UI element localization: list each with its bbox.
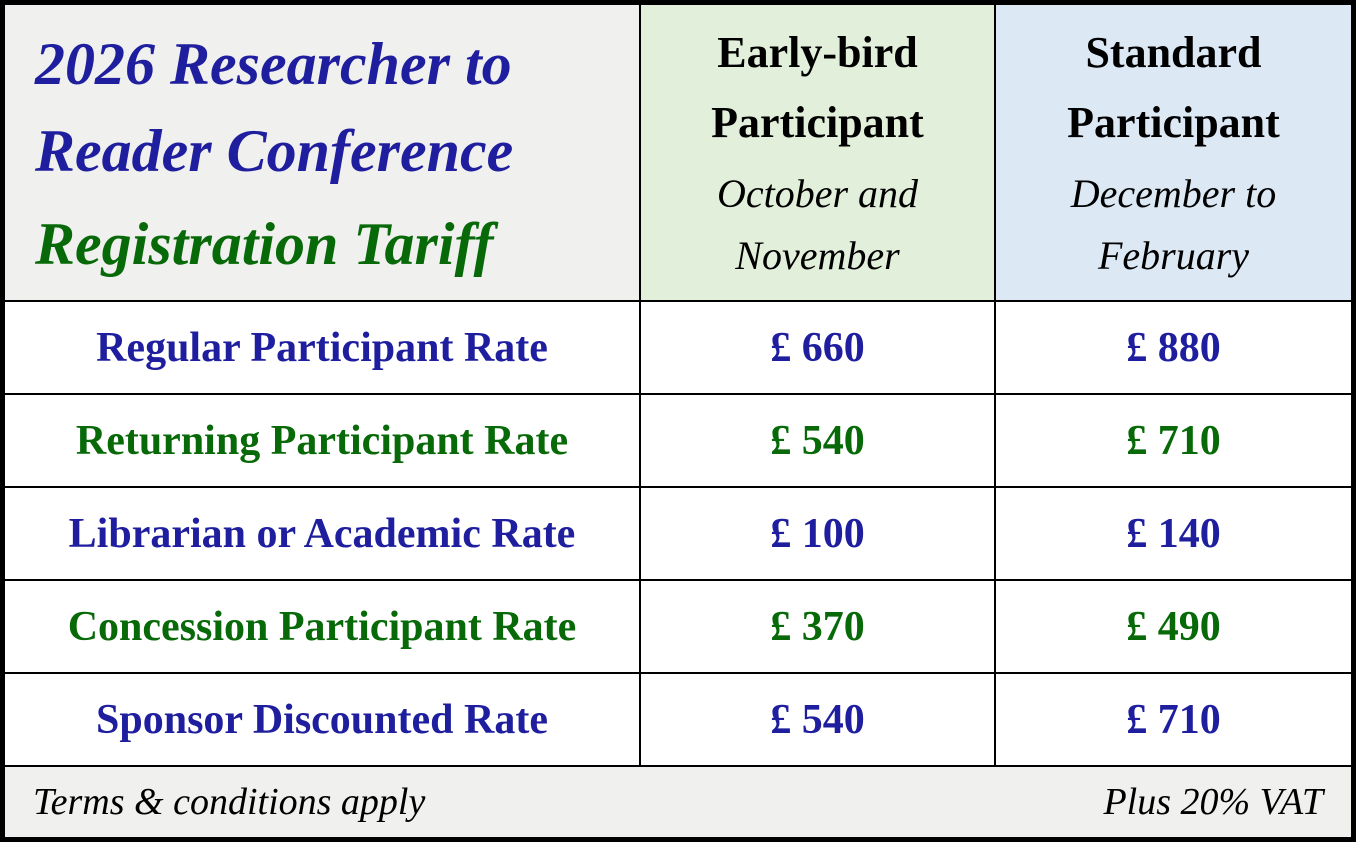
column-period-early-bird: October and November xyxy=(716,171,919,279)
vat-note: Plus 20% VAT xyxy=(1103,781,1323,823)
conference-title: 2026 Researcher to Reader Conference xyxy=(35,31,514,184)
column-period-standard: December to February xyxy=(1070,171,1277,279)
price-cell-standard: £ 880 xyxy=(994,300,1351,393)
price-cell-early-bird: £ 370 xyxy=(639,579,994,672)
row-label: Returning Participant Rate xyxy=(5,393,639,486)
row-label: Concession Participant Rate xyxy=(5,579,639,672)
price-cell-standard: £ 710 xyxy=(994,672,1351,765)
table-subtitle: Registration Tariff xyxy=(35,211,494,277)
table-footer: Terms & conditions apply Plus 20% VAT xyxy=(5,765,1351,837)
column-label-early-bird: Early-bird Participant xyxy=(711,27,924,148)
price-cell-early-bird: £ 660 xyxy=(639,300,994,393)
row-label: Regular Participant Rate xyxy=(5,300,639,393)
row-label: Sponsor Discounted Rate xyxy=(5,672,639,765)
column-header-early-bird: Early-bird Participant October and Novem… xyxy=(639,5,994,300)
price-cell-standard: £ 140 xyxy=(994,486,1351,579)
column-label-standard: Standard Participant xyxy=(1067,27,1280,148)
price-cell-standard: £ 490 xyxy=(994,579,1351,672)
price-cell-early-bird: £ 100 xyxy=(639,486,994,579)
column-header-standard: Standard Participant December to Februar… xyxy=(994,5,1351,300)
row-label: Librarian or Academic Rate xyxy=(5,486,639,579)
table-title-cell: 2026 Researcher to Reader Conference Reg… xyxy=(5,5,639,300)
price-cell-standard: £ 710 xyxy=(994,393,1351,486)
price-cell-early-bird: £ 540 xyxy=(639,393,994,486)
price-cell-early-bird: £ 540 xyxy=(639,672,994,765)
terms-note: Terms & conditions apply xyxy=(33,781,426,823)
